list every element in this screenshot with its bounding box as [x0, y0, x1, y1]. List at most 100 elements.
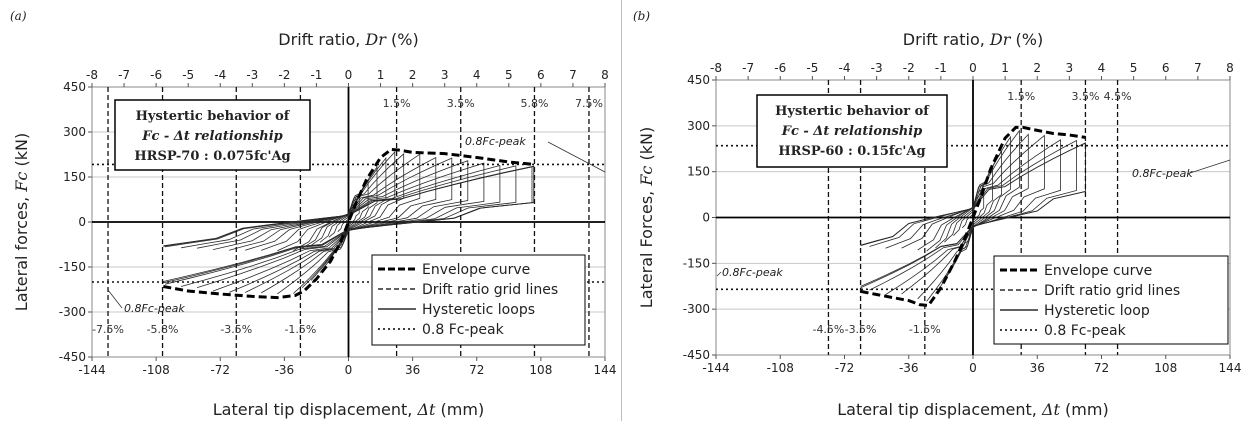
top-tick-label: -3: [871, 61, 883, 75]
chart-panel-a: (a) -144 -108 -72 -36 0 36 72 108 144 -450 -300 -150…: [0, 0, 620, 421]
peak80-label-positive: 0.8Fc-peak: [465, 135, 526, 148]
x-tick-label: -108: [767, 361, 794, 375]
hysteretic-loop: [293, 153, 405, 294]
top-tick-label: 5: [505, 68, 513, 82]
drift-line-label: -3.5%: [845, 323, 877, 336]
drift-line-label: 3.5%: [447, 97, 475, 110]
peak80-pointer-positive: [1186, 159, 1231, 175]
x-tick-label: 72: [1094, 361, 1109, 375]
drift-line-label: -1.5%: [909, 323, 941, 336]
top-tick-label: 0: [969, 61, 977, 75]
top-axis-title: Drift ratio, Dr (%): [278, 30, 418, 49]
y-tick-label: -300: [683, 302, 710, 316]
drift-line-label: 5.8%: [520, 97, 548, 110]
title-box-line: HRSP-60 : 0.15fc'Ag: [778, 144, 925, 159]
drift-line-label: -7.5%: [92, 323, 124, 336]
top-axis-title-text: Drift ratio,: [903, 30, 990, 49]
y-tick-label: -450: [683, 348, 710, 362]
top-tick-label: -1: [310, 68, 322, 82]
top-tick-label: -5: [806, 61, 818, 75]
chart-panel-b: (b) -144 -108 -72 -36 0 36 72 108 144 -450 -300 -150…: [627, 0, 1247, 421]
y-axis-symbol: Fc: [637, 166, 656, 187]
top-tick-label: 3: [1066, 61, 1074, 75]
x-tick-label: 144: [1219, 361, 1242, 375]
top-tick-label: 1: [1001, 61, 1009, 75]
x-tick-label: 36: [1030, 361, 1045, 375]
top-tick-label: 2: [409, 68, 417, 82]
y-axis-unit: (kN): [12, 133, 31, 172]
top-tick-label: 8: [1226, 61, 1234, 75]
top-tick-label: -8: [710, 61, 722, 75]
envelope-curve: [163, 147, 534, 300]
y-tick-label: -150: [683, 256, 710, 270]
x-tick-label: 36: [405, 363, 420, 377]
top-tick-label: -7: [742, 61, 754, 75]
x-tick-label: -144: [702, 361, 729, 375]
top-axis-symbol: Dr: [989, 30, 1012, 49]
y-axis-title-text: Lateral forces,: [12, 192, 31, 312]
x-axis-unit: (mm): [435, 400, 484, 419]
y-tick-label: 450: [63, 80, 86, 94]
y-tick-label: -300: [59, 305, 86, 319]
y-tick-label: 150: [63, 170, 86, 184]
top-axis-title-text: Drift ratio,: [278, 30, 365, 49]
hysteretic-loop: [860, 142, 1086, 289]
peak80-label-negative: 0.8Fc-peak: [722, 266, 783, 279]
top-tick-label: 7: [569, 68, 577, 82]
drift-line-label: -4.5%: [812, 323, 844, 336]
y-tick-label: 0: [78, 215, 86, 229]
legend-label: 0.8 Fc-peak: [422, 322, 505, 338]
x-tick-label: -72: [210, 363, 230, 377]
x-tick-label: 108: [529, 363, 552, 377]
peak80-pointer-negative: [107, 289, 123, 309]
x-axis-symbol: Δt: [1041, 400, 1061, 419]
drift-line-label: 4.5%: [1104, 90, 1132, 103]
x-axis-title-text: Lateral tip displacement,: [837, 400, 1042, 419]
y-tick-label: -150: [59, 260, 86, 274]
y-tick-label: 300: [687, 119, 710, 133]
title-box-line: Hystertic behavior of: [136, 109, 291, 124]
hysteretic-loop: [277, 153, 421, 295]
hysteretic-loop: [319, 165, 378, 273]
x-axis-symbol: Δt: [416, 400, 436, 419]
top-tick-label: -5: [182, 68, 194, 82]
drift-line-label: 1.5%: [383, 97, 411, 110]
hysteretic-loop: [869, 139, 1077, 291]
drift-line-label: 1.5%: [1007, 90, 1035, 103]
y-tick-label: 0: [702, 211, 710, 225]
x-tick-label: -72: [835, 361, 855, 375]
plot-area: [163, 147, 535, 300]
x-tick-label: -36: [275, 363, 295, 377]
top-tick-label: -8: [86, 68, 98, 82]
title-box: [756, 94, 948, 168]
y-tick-label: 450: [687, 73, 710, 87]
x-tick-label: 0: [345, 363, 353, 377]
x-tick-label: 0: [969, 361, 977, 375]
legend-box: [371, 254, 586, 346]
legend-label: Hysteretic loops: [422, 302, 535, 318]
legend-label: Envelope curve: [1044, 263, 1152, 279]
drift-line-label: -3.5%: [220, 323, 252, 336]
title-box-line: Hystertic behavior of: [775, 104, 930, 119]
y-axis-title: Lateral forces, Fc (kN): [12, 133, 31, 311]
peak80-pointer-negative: [716, 271, 722, 277]
y-tick-label: -450: [59, 350, 86, 364]
hysteretic-loop: [944, 149, 1002, 280]
drift-line-label: 3.5%: [1071, 90, 1099, 103]
title-box-line: Fc - Δt relationship: [781, 124, 923, 139]
top-tick-label: -6: [150, 68, 162, 82]
title-box: [114, 99, 311, 171]
top-tick-label: -6: [774, 61, 786, 75]
hysteretic-loop: [163, 165, 535, 282]
hysteresis-chart-b: (b)-144 -108 -72 -36 0 36 72 108 144-450-300-150…: [633, 9, 1242, 419]
plot-area: [860, 125, 1086, 308]
legend-label: 0.8 Fc-peak: [1044, 323, 1127, 339]
legend-label: Hysteretic loop: [1044, 303, 1150, 319]
top-tick-label: 0: [345, 68, 353, 82]
top-tick-label: 6: [537, 68, 545, 82]
x-tick-label: 144: [594, 363, 617, 377]
top-axis-symbol: Dr: [364, 30, 387, 49]
x-tick-label: 108: [1154, 361, 1177, 375]
top-tick-label: 7: [1194, 61, 1202, 75]
legend-label: Drift ratio grid lines: [1044, 283, 1180, 299]
